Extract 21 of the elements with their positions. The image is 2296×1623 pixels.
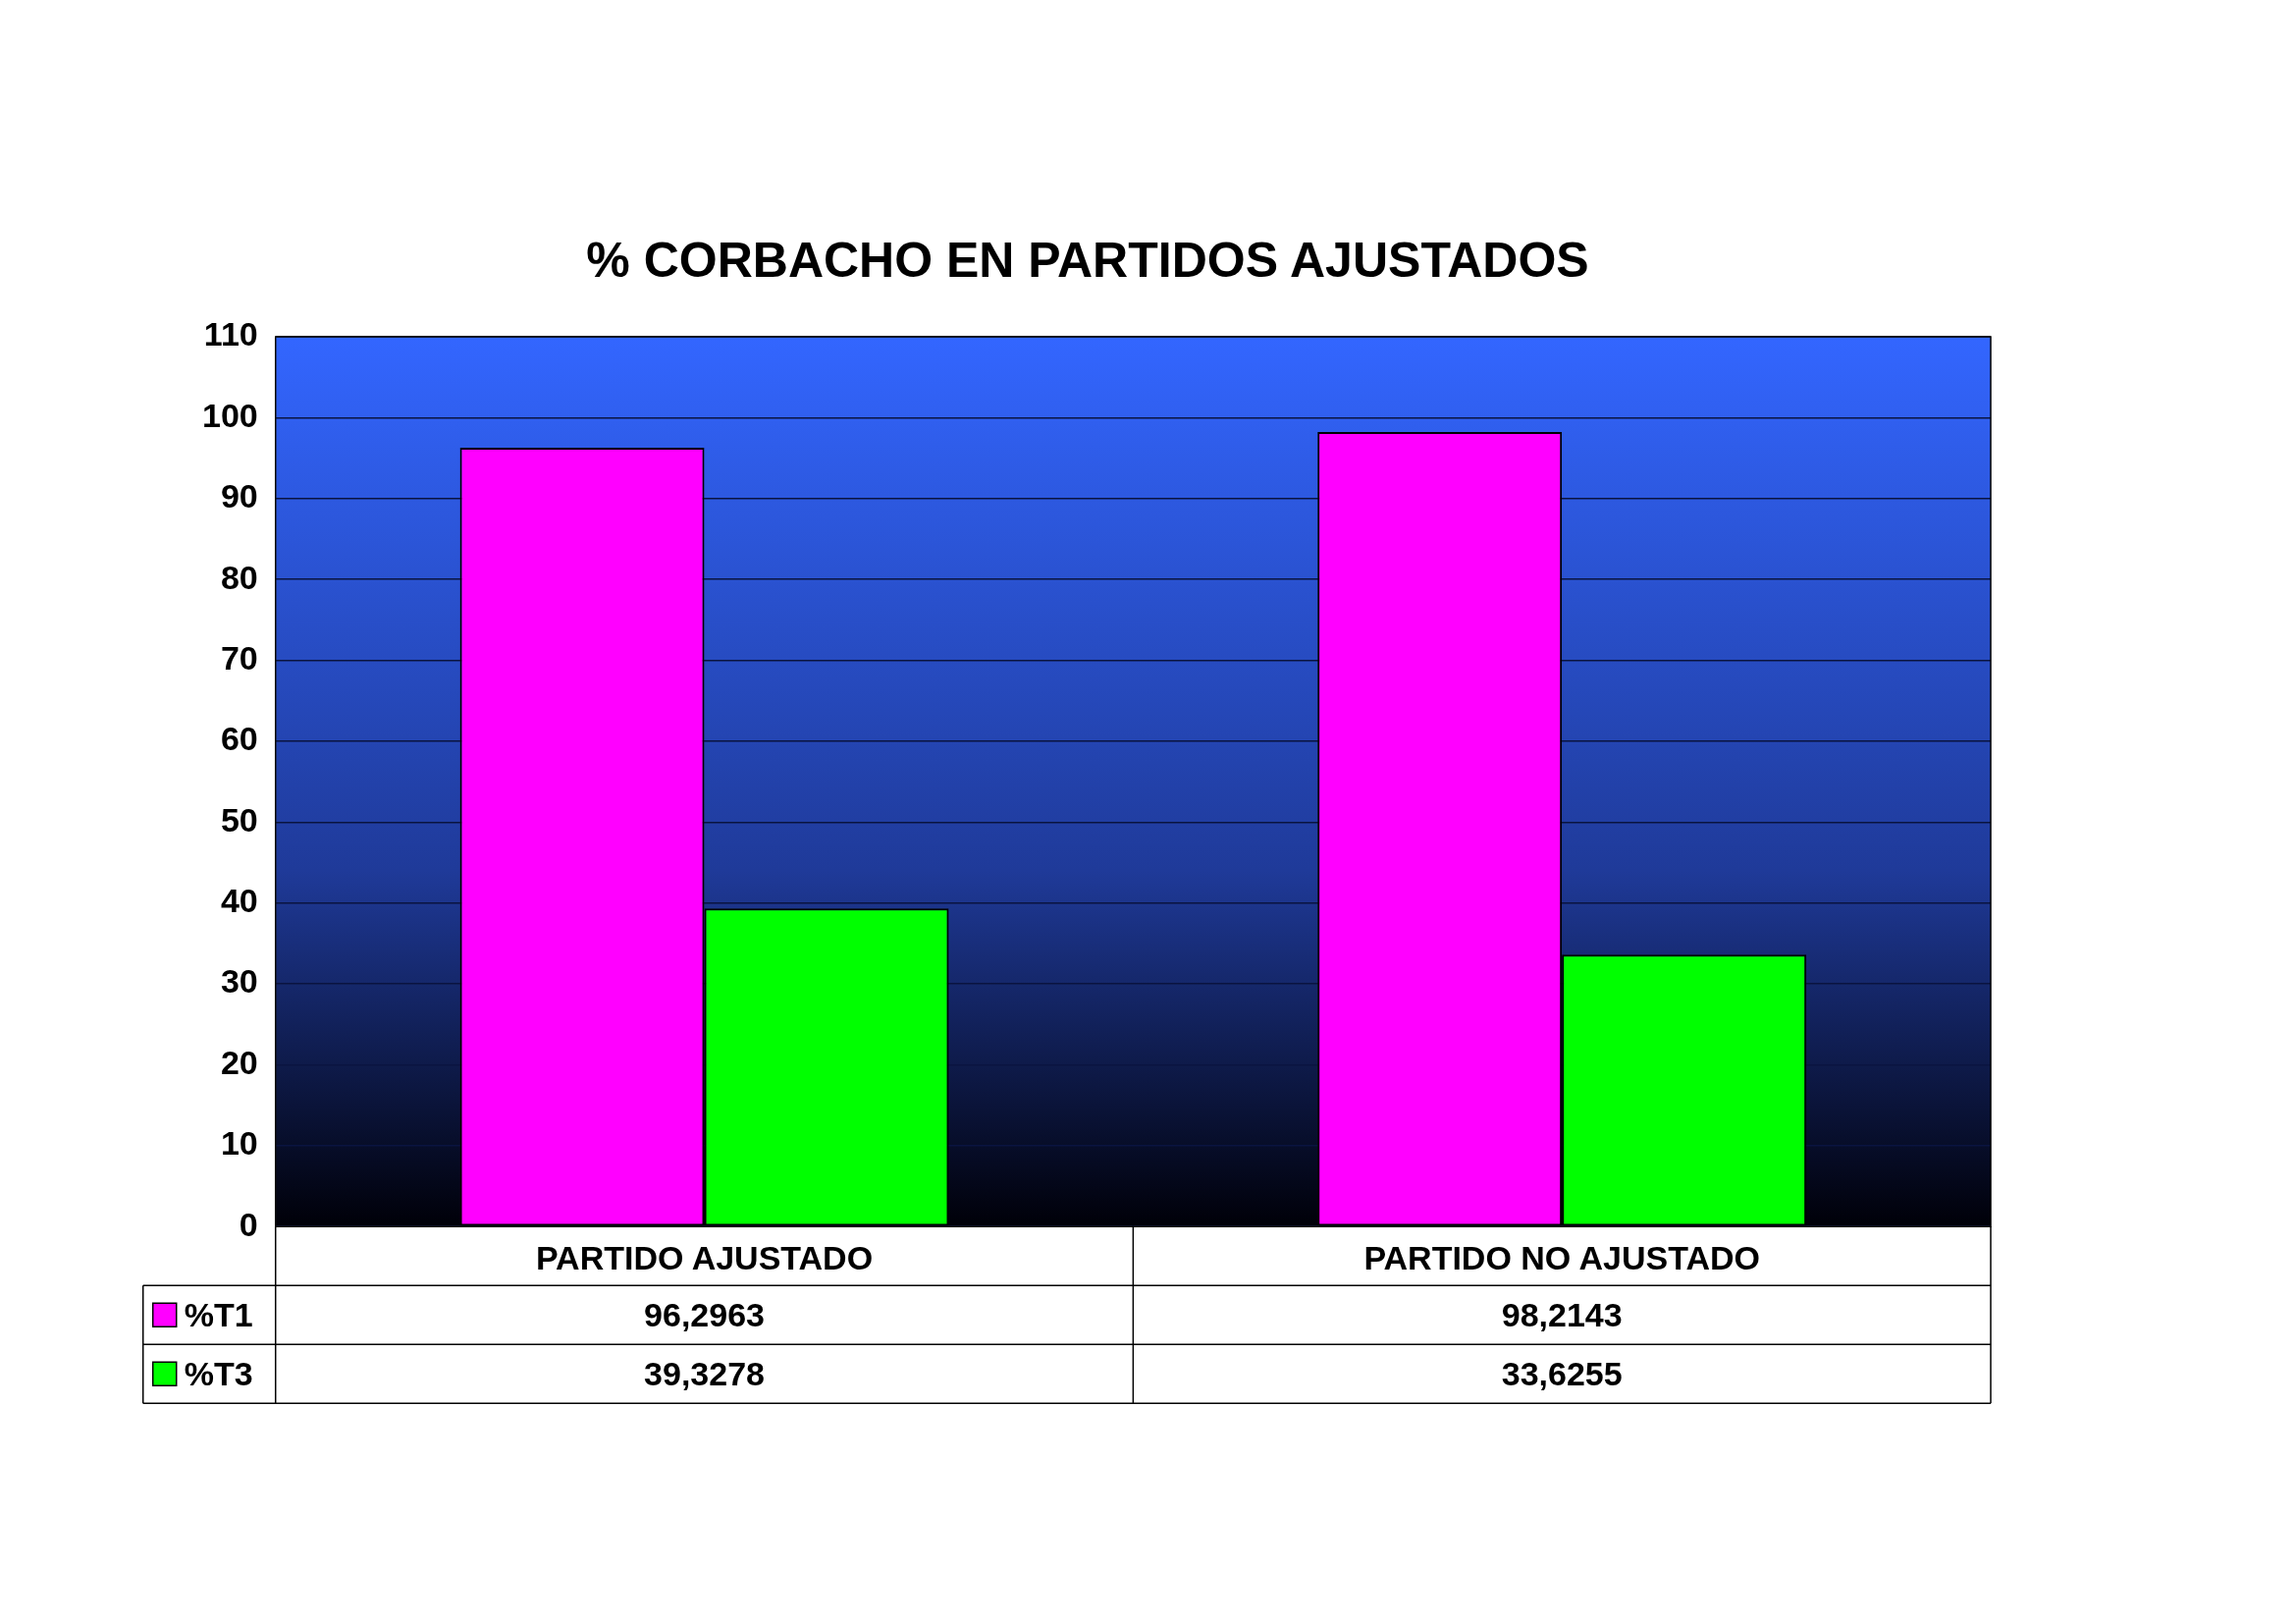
y-tick-label: 50 bbox=[220, 800, 258, 839]
data-label: 39,3278 bbox=[644, 1354, 765, 1392]
data-label: 33,6255 bbox=[1501, 1354, 1623, 1392]
data-label: 96,2963 bbox=[644, 1295, 765, 1333]
x-tick-label: PARTIDO NO AJUSTADO bbox=[1363, 1238, 1760, 1276]
y-tick-label: 70 bbox=[220, 638, 258, 676]
legend-label: %T3 bbox=[184, 1354, 253, 1392]
y-tick-label: 0 bbox=[239, 1205, 258, 1243]
y-tick-label: 90 bbox=[220, 477, 258, 515]
x-tick-label: PARTIDO AJUSTADO bbox=[535, 1238, 874, 1276]
y-tick-label: 80 bbox=[220, 558, 258, 596]
y-tick-label: 100 bbox=[201, 396, 258, 434]
y-tick-label: 30 bbox=[220, 962, 258, 1001]
y-tick-label: 60 bbox=[220, 720, 258, 758]
data-label: 98,2143 bbox=[1501, 1295, 1623, 1333]
legend-label: %T1 bbox=[184, 1295, 253, 1333]
y-tick-label: 40 bbox=[220, 882, 258, 920]
y-tick-label: 110 bbox=[203, 315, 258, 353]
y-tick-label: 20 bbox=[220, 1043, 258, 1081]
y-tick-label: 10 bbox=[220, 1124, 258, 1163]
chart-title: % CORBACHO EN PARTIDOS AJUSTADOS bbox=[586, 232, 1589, 288]
